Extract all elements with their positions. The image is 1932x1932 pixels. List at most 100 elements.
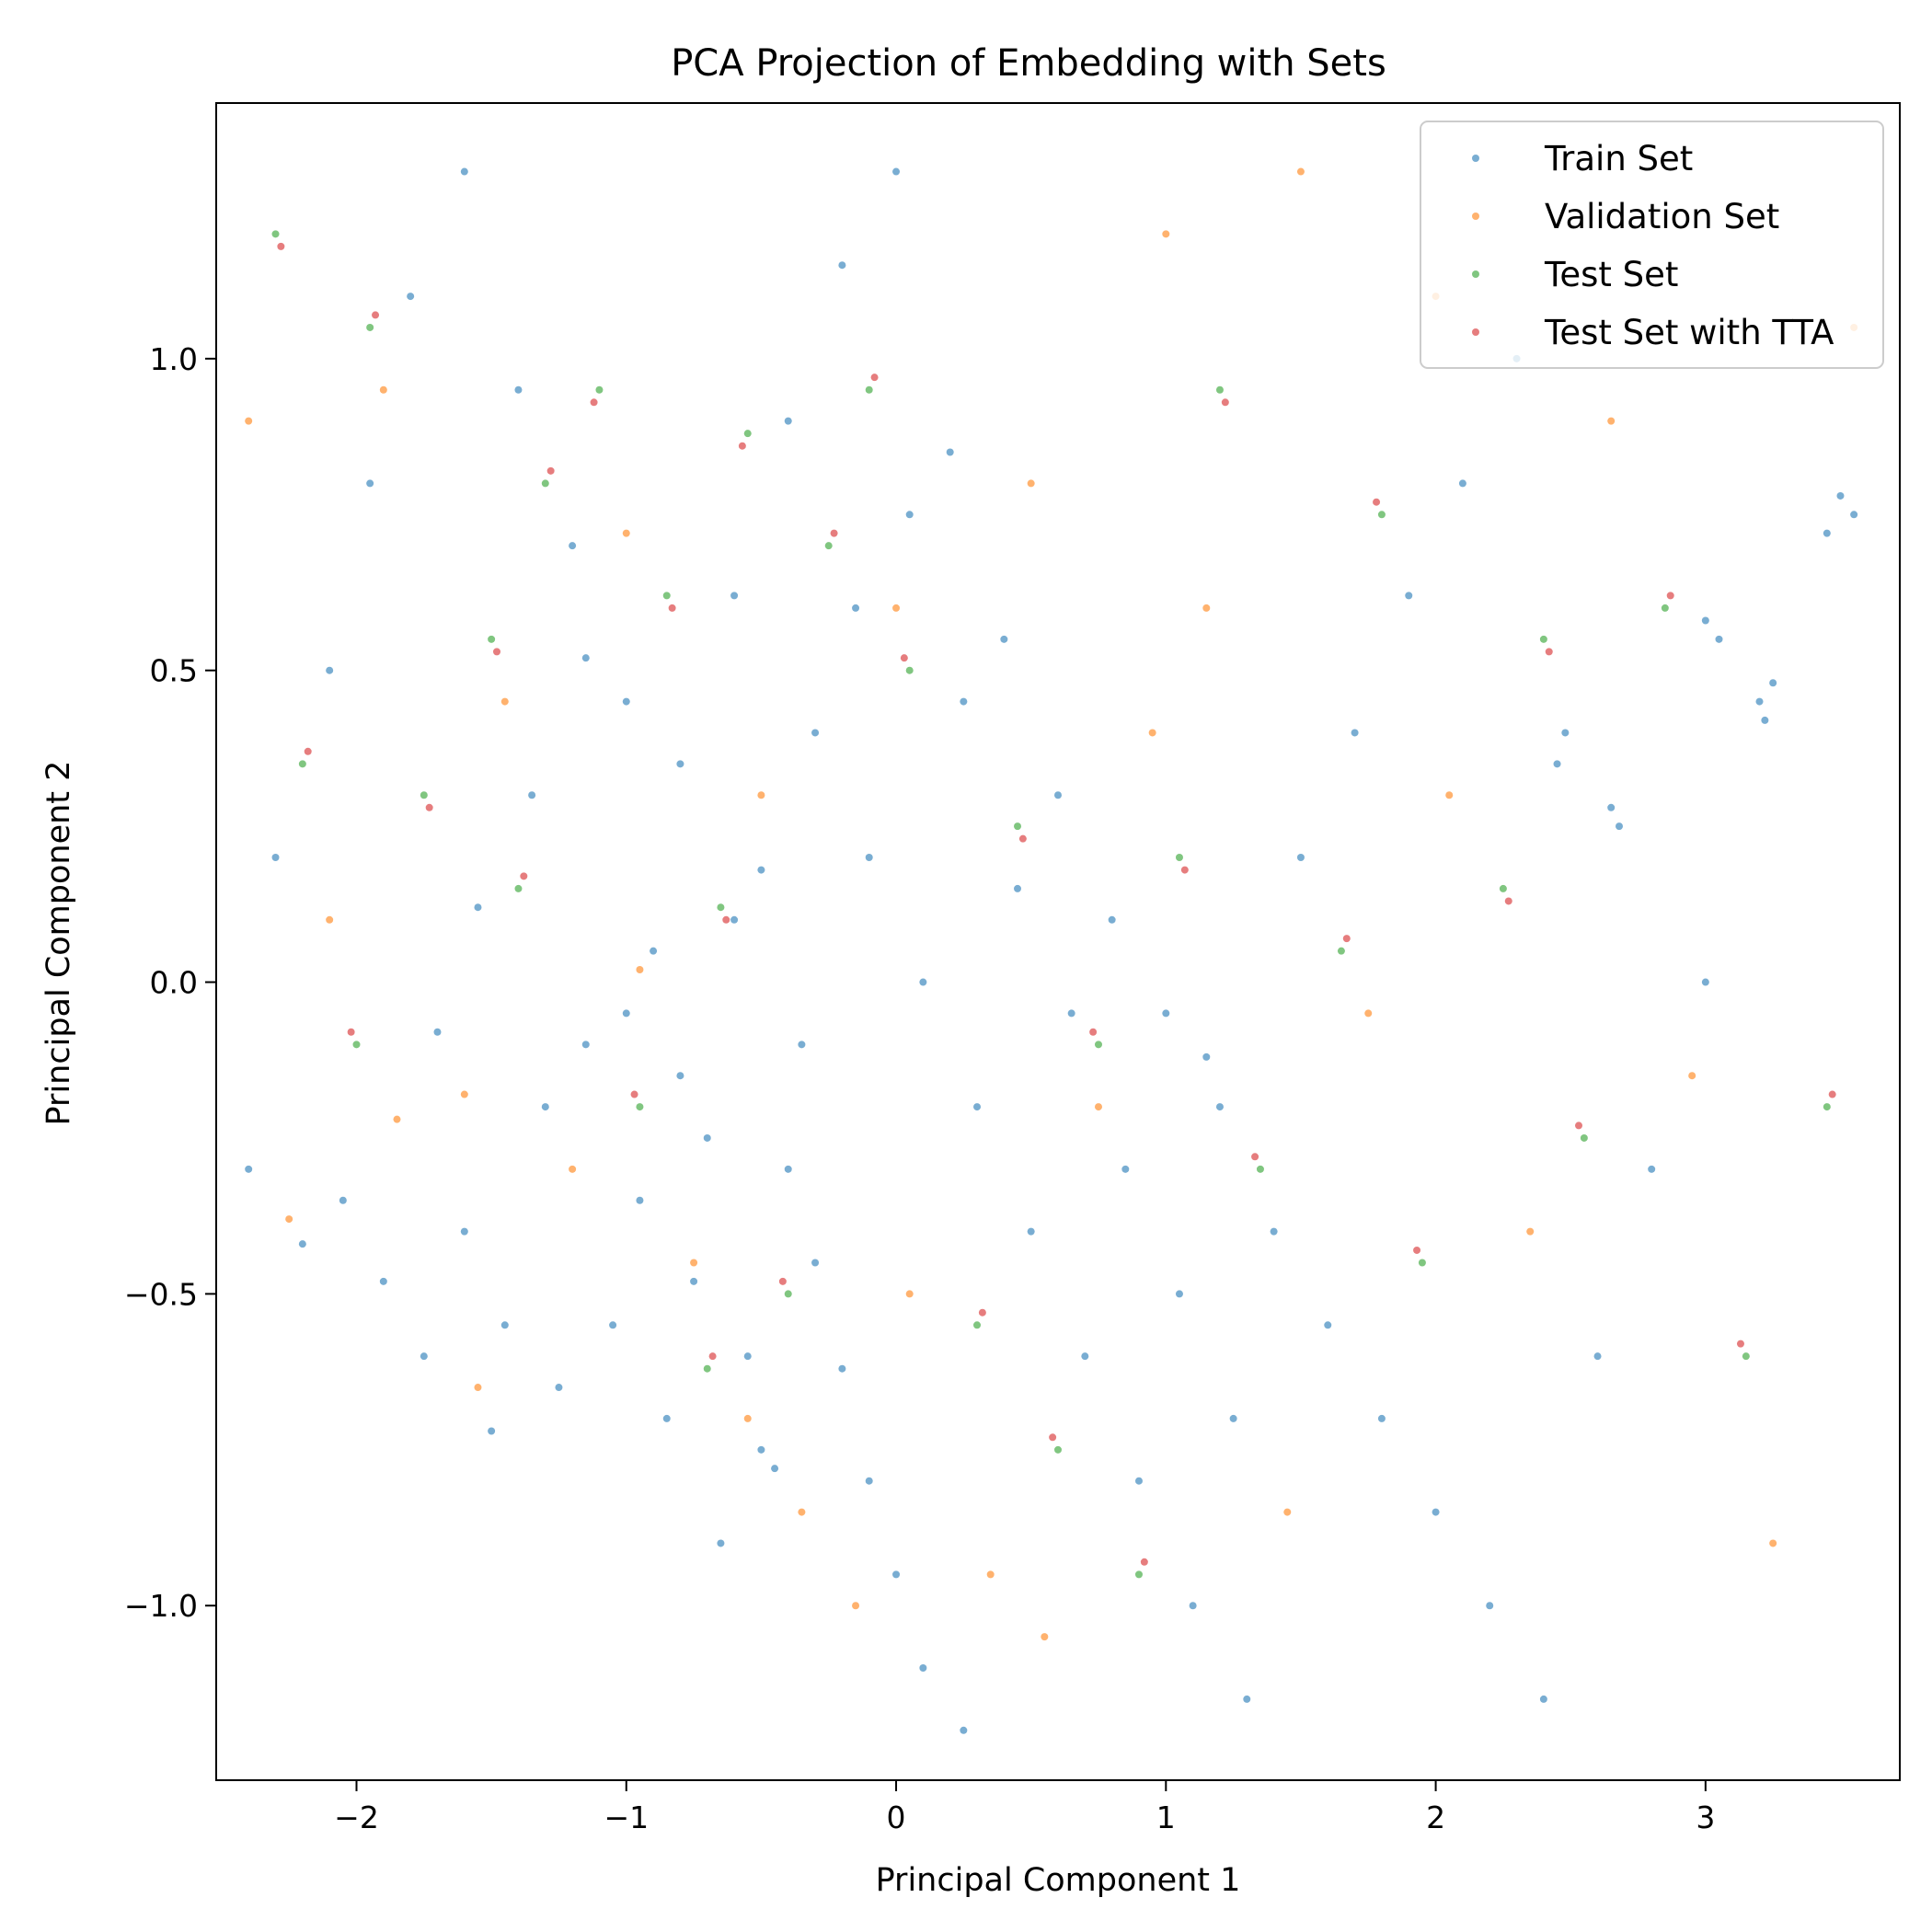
- data-point: [757, 791, 765, 799]
- data-point: [460, 1227, 468, 1236]
- data-point: [393, 1115, 401, 1123]
- data-point: [1189, 1602, 1197, 1610]
- data-point: [1296, 167, 1305, 176]
- data-point: [811, 1259, 820, 1267]
- data-point: [1134, 1570, 1143, 1579]
- data-point: [1215, 1103, 1224, 1111]
- data-point: [326, 915, 334, 924]
- data-point: [1364, 1009, 1373, 1018]
- legend-label: Test Set with TTA: [1544, 313, 1834, 352]
- data-point: [500, 697, 509, 706]
- data-point: [298, 760, 306, 768]
- data-point: [622, 697, 630, 706]
- data-point: [811, 729, 820, 737]
- data-point: [1769, 1539, 1777, 1547]
- data-point: [528, 791, 536, 799]
- data-point: [1018, 834, 1027, 843]
- data-point: [1041, 1633, 1049, 1641]
- data-point: [905, 511, 914, 519]
- data-point: [1162, 230, 1170, 238]
- data-point: [460, 1090, 468, 1098]
- data-point: [1221, 398, 1229, 407]
- data-point: [703, 1364, 711, 1373]
- legend-marker: [1472, 155, 1479, 162]
- data-point: [757, 1445, 765, 1454]
- data-point: [852, 1602, 860, 1610]
- data-point: [690, 1277, 698, 1285]
- data-point: [1134, 1477, 1143, 1485]
- data-point: [352, 1041, 361, 1049]
- data-point: [347, 1028, 355, 1036]
- data-point: [581, 1041, 590, 1049]
- data-point: [1054, 1445, 1062, 1454]
- data-point: [1215, 385, 1224, 394]
- data-point: [1836, 491, 1845, 500]
- chart-title: PCA Projection of Embedding with Sets: [671, 42, 1386, 85]
- data-point: [420, 791, 428, 799]
- data-point: [743, 430, 752, 438]
- data-point: [1499, 884, 1507, 892]
- legend-marker: [1472, 328, 1479, 336]
- data-point: [245, 417, 253, 425]
- data-point: [379, 1277, 387, 1285]
- data-point: [650, 947, 658, 955]
- data-point: [1458, 479, 1466, 488]
- data-point: [662, 1414, 671, 1422]
- data-point: [1607, 803, 1616, 811]
- data-point: [1121, 1165, 1130, 1173]
- data-point: [1202, 1052, 1211, 1061]
- data-point: [622, 529, 630, 537]
- data-point: [973, 1321, 982, 1329]
- data-point: [919, 1664, 927, 1673]
- data-point: [1027, 479, 1035, 488]
- data-point: [298, 1240, 306, 1248]
- data-point: [514, 385, 523, 394]
- data-point: [1243, 1695, 1251, 1703]
- data-point: [277, 242, 285, 250]
- data-point: [1014, 822, 1022, 831]
- data-point: [1486, 1602, 1494, 1610]
- data-point: [1539, 1695, 1547, 1703]
- data-point: [1575, 1121, 1583, 1130]
- legend-marker: [1472, 213, 1479, 220]
- data-point: [905, 666, 914, 674]
- data-point: [784, 1165, 792, 1173]
- data-point: [1648, 1165, 1656, 1173]
- x-axis-ticks: −2 −1 0 1 2 3: [334, 1780, 1715, 1835]
- data-point: [986, 1570, 995, 1579]
- data-point: [379, 385, 387, 394]
- data-point: [474, 1384, 482, 1392]
- series-1-points: [245, 167, 1858, 1641]
- data-point: [730, 592, 739, 600]
- data-point: [555, 1384, 563, 1392]
- data-point: [703, 1133, 711, 1142]
- data-point: [743, 1352, 752, 1361]
- data-point: [1140, 1558, 1148, 1566]
- data-point: [1445, 791, 1454, 799]
- data-point: [581, 654, 590, 662]
- data-point: [520, 872, 528, 880]
- y-axis-ticks: −1.0 −0.5 0.0 0.5 1.0: [124, 341, 216, 1624]
- data-point: [900, 654, 908, 662]
- data-point: [1229, 1414, 1237, 1422]
- data-point: [676, 760, 684, 768]
- data-point: [1850, 511, 1858, 519]
- data-point: [546, 466, 555, 475]
- data-point: [1661, 604, 1669, 612]
- data-point: [717, 1539, 725, 1547]
- data-point: [973, 1103, 982, 1111]
- data-point: [285, 1215, 293, 1224]
- legend-label: Test Set: [1544, 255, 1678, 294]
- x-tick-label: 3: [1696, 1800, 1715, 1835]
- data-point: [1351, 729, 1359, 737]
- data-point: [946, 448, 954, 456]
- data-point: [1701, 616, 1709, 625]
- y-tick-label: 0.0: [150, 965, 198, 1001]
- x-tick-label: −1: [604, 1800, 649, 1835]
- data-point: [905, 1290, 914, 1298]
- data-point: [1413, 1246, 1421, 1254]
- data-point: [366, 323, 374, 331]
- data-point: [474, 903, 482, 912]
- data-point: [784, 417, 792, 425]
